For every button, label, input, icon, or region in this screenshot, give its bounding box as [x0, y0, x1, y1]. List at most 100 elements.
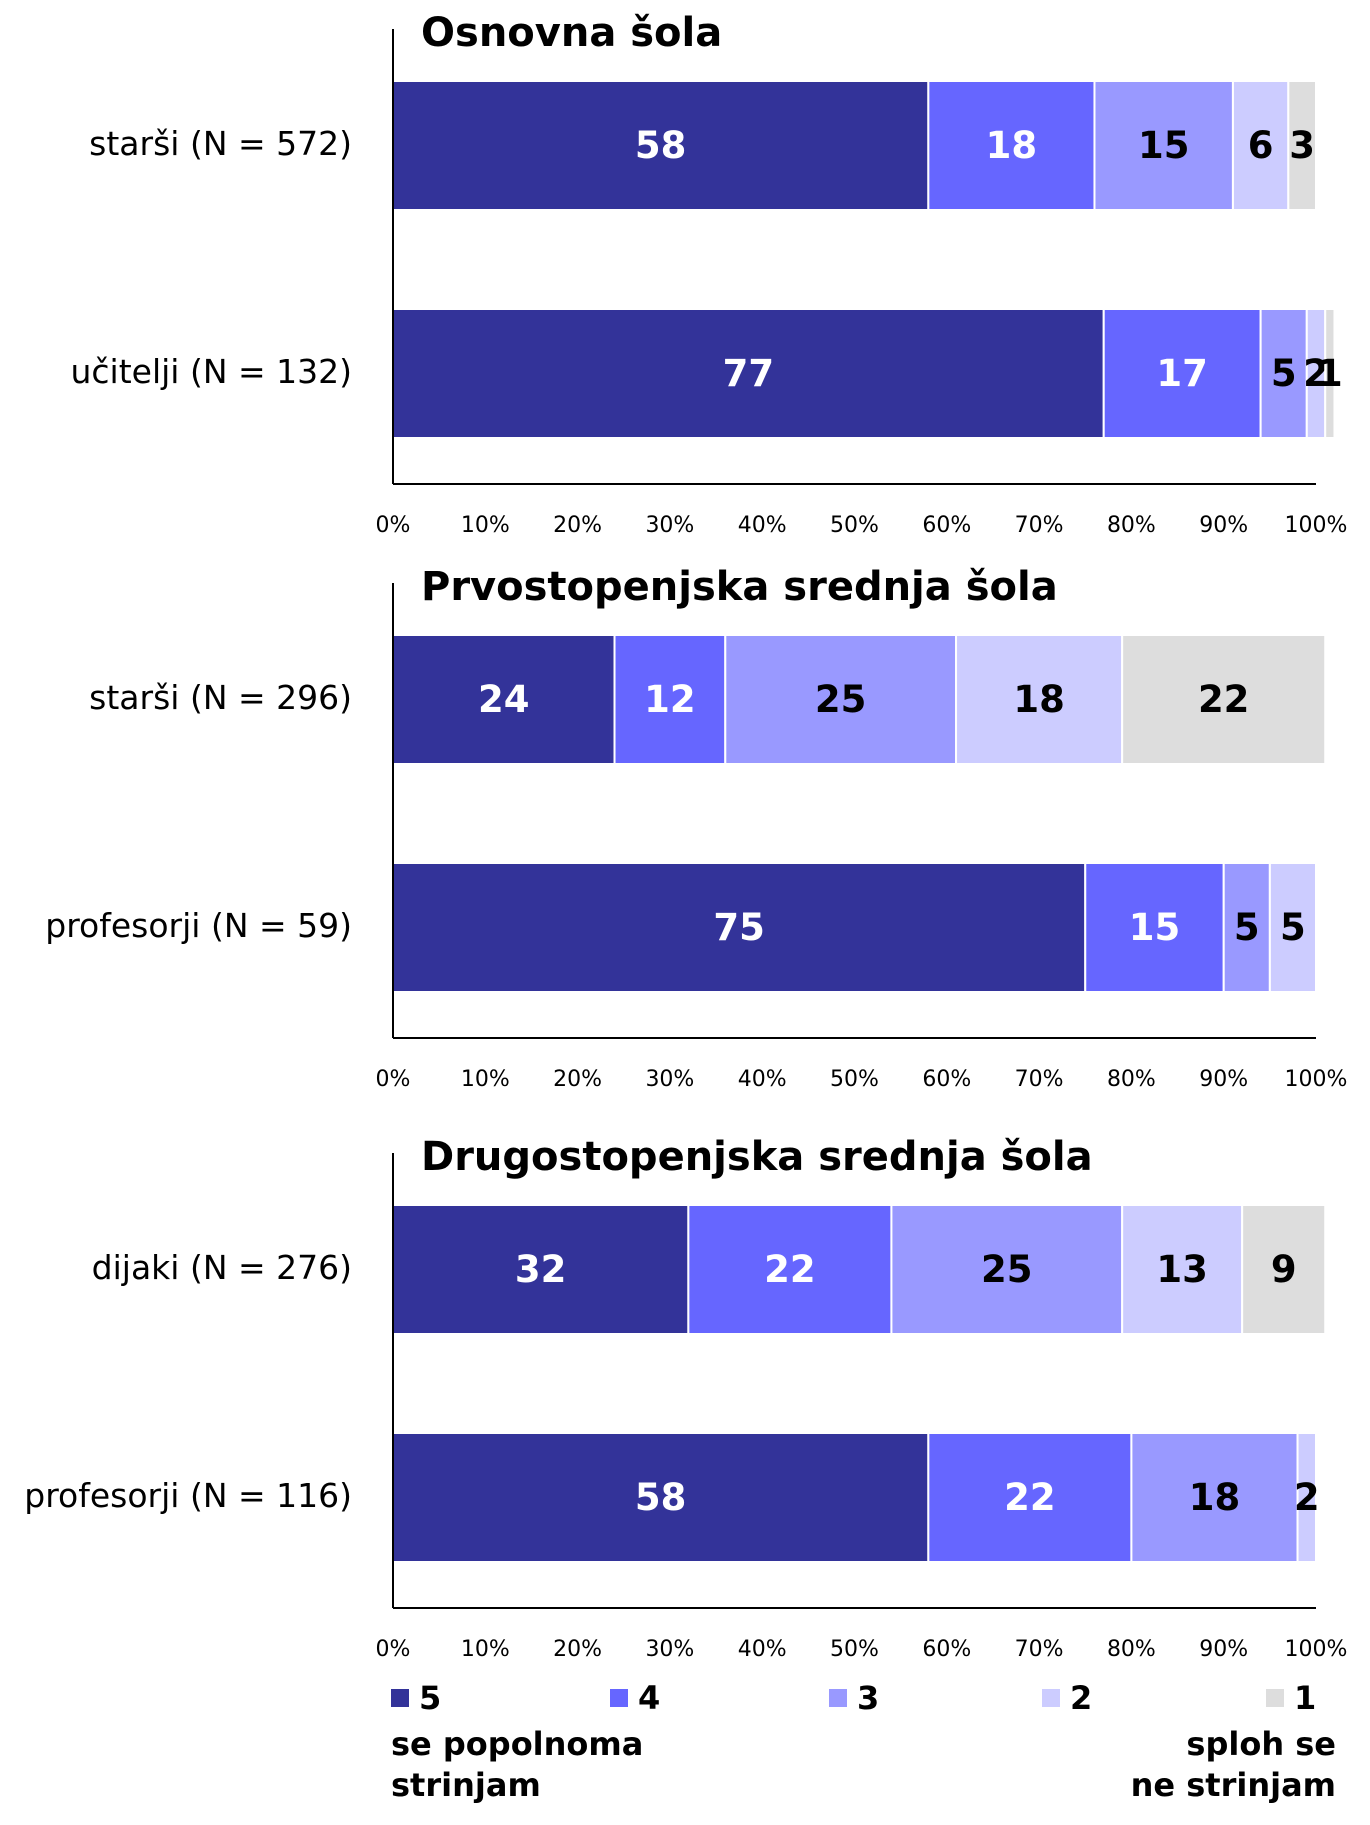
data-label: 15 — [1129, 906, 1181, 949]
x-tick-label: 70% — [1015, 1067, 1064, 1092]
bar-segment — [724, 634, 958, 765]
data-label: 9 — [1271, 1248, 1297, 1291]
x-tick-label: 100% — [1285, 1637, 1348, 1662]
bar-segment — [1084, 862, 1225, 993]
category-label: profesorji (N = 116) — [24, 1476, 352, 1515]
x-tick-label: 10% — [461, 513, 510, 538]
x-tick-label: 0% — [376, 513, 411, 538]
x-tick-label: 0% — [376, 1637, 411, 1662]
data-label: 12 — [644, 678, 696, 721]
bar-segment — [392, 1432, 930, 1563]
category-label: starši (N = 296) — [89, 678, 352, 717]
legend-note: strinjam — [391, 1766, 541, 1804]
bar-segment — [613, 634, 727, 765]
x-tick-label: 60% — [922, 1067, 971, 1092]
chart-title: Prvostopenjska srednja šola — [421, 564, 1058, 610]
x-tick-label: 80% — [1107, 1067, 1156, 1092]
legend-label: 1 — [1294, 1679, 1316, 1717]
data-label: 75 — [713, 906, 765, 949]
legend-swatch — [391, 1689, 409, 1707]
x-tick-label: 30% — [645, 1637, 694, 1662]
bar-segment — [1093, 80, 1234, 211]
bar-segment — [1296, 1432, 1318, 1563]
x-tick-label: 60% — [922, 1637, 971, 1662]
x-tick-label: 90% — [1199, 1067, 1248, 1092]
legend-swatch — [829, 1689, 847, 1707]
legend-label: 3 — [857, 1679, 879, 1717]
x-tick-label: 60% — [922, 513, 971, 538]
data-label: 25 — [981, 1248, 1033, 1291]
x-tick-label: 40% — [738, 513, 787, 538]
data-label: 25 — [815, 678, 867, 721]
x-tick-label: 40% — [738, 1637, 787, 1662]
data-label: 24 — [478, 678, 530, 721]
data-label: 32 — [515, 1248, 567, 1291]
x-tick-label: 40% — [738, 1067, 787, 1092]
category-label: profesorji (N = 59) — [45, 906, 352, 945]
data-label: 58 — [635, 1476, 687, 1519]
x-tick-label: 70% — [1015, 1637, 1064, 1662]
legend-note: se popolnoma — [391, 1725, 643, 1763]
legend-swatch — [610, 1689, 628, 1707]
bar-segment — [392, 634, 616, 765]
x-tick-label: 20% — [553, 513, 602, 538]
legend-swatch — [1266, 1689, 1284, 1707]
legend-label: 5 — [419, 1679, 441, 1717]
bar-segment — [1222, 862, 1271, 993]
x-tick-label: 0% — [376, 1067, 411, 1092]
legend-note: ne strinjam — [1131, 1766, 1336, 1804]
x-tick-label: 50% — [830, 1067, 879, 1092]
bar-segment — [392, 308, 1105, 439]
legend-label: 2 — [1070, 1679, 1092, 1717]
data-label: 5 — [1234, 906, 1260, 949]
category-label: dijaki (N = 276) — [92, 1248, 352, 1287]
bar-segment — [687, 1204, 893, 1335]
chart-title: Drugostopenjska srednja šola — [421, 1134, 1093, 1180]
legend-label: 4 — [638, 1679, 660, 1717]
x-tick-label: 50% — [830, 513, 879, 538]
bar-segment — [392, 1204, 690, 1335]
x-tick-label: 20% — [553, 1067, 602, 1092]
bar-segment — [1102, 308, 1262, 439]
x-tick-label: 90% — [1199, 513, 1248, 538]
data-label: 58 — [635, 124, 687, 167]
chart-title: Osnovna šola — [421, 10, 722, 56]
data-label: 18 — [1189, 1476, 1241, 1519]
data-label: 15 — [1138, 124, 1190, 167]
legend-swatch — [1042, 1689, 1060, 1707]
category-label: starši (N = 572) — [89, 124, 352, 163]
bar-segment — [1268, 862, 1317, 993]
data-label: 18 — [1013, 678, 1065, 721]
data-label: 22 — [1198, 678, 1250, 721]
x-tick-label: 30% — [645, 1067, 694, 1092]
bar-segment — [392, 862, 1087, 993]
bar-segment — [1259, 308, 1308, 439]
data-label: 6 — [1248, 124, 1274, 167]
data-label: 77 — [723, 352, 775, 395]
data-label: 18 — [986, 124, 1038, 167]
x-tick-label: 80% — [1107, 1637, 1156, 1662]
x-tick-label: 20% — [553, 1637, 602, 1662]
x-tick-label: 10% — [461, 1637, 510, 1662]
bar-segment — [1121, 634, 1327, 765]
x-tick-label: 100% — [1285, 513, 1348, 538]
data-label: 22 — [1004, 1476, 1056, 1519]
data-label: 5 — [1271, 352, 1297, 395]
x-tick-label: 90% — [1199, 1637, 1248, 1662]
x-tick-label: 50% — [830, 1637, 879, 1662]
category-label: učitelji (N = 132) — [70, 352, 352, 391]
bar-segment — [927, 1432, 1133, 1563]
data-label: 2 — [1294, 1476, 1320, 1519]
bar-segment — [392, 80, 930, 211]
x-tick-label: 80% — [1107, 513, 1156, 538]
data-label: 13 — [1156, 1248, 1208, 1291]
x-tick-label: 30% — [645, 513, 694, 538]
bar-segment — [927, 80, 1096, 211]
data-label: 3 — [1289, 124, 1315, 167]
legend-note: sploh se — [1186, 1725, 1336, 1763]
bar-segment — [955, 634, 1124, 765]
x-tick-label: 70% — [1015, 513, 1064, 538]
bar-segment — [890, 1204, 1124, 1335]
x-tick-label: 10% — [461, 1067, 510, 1092]
